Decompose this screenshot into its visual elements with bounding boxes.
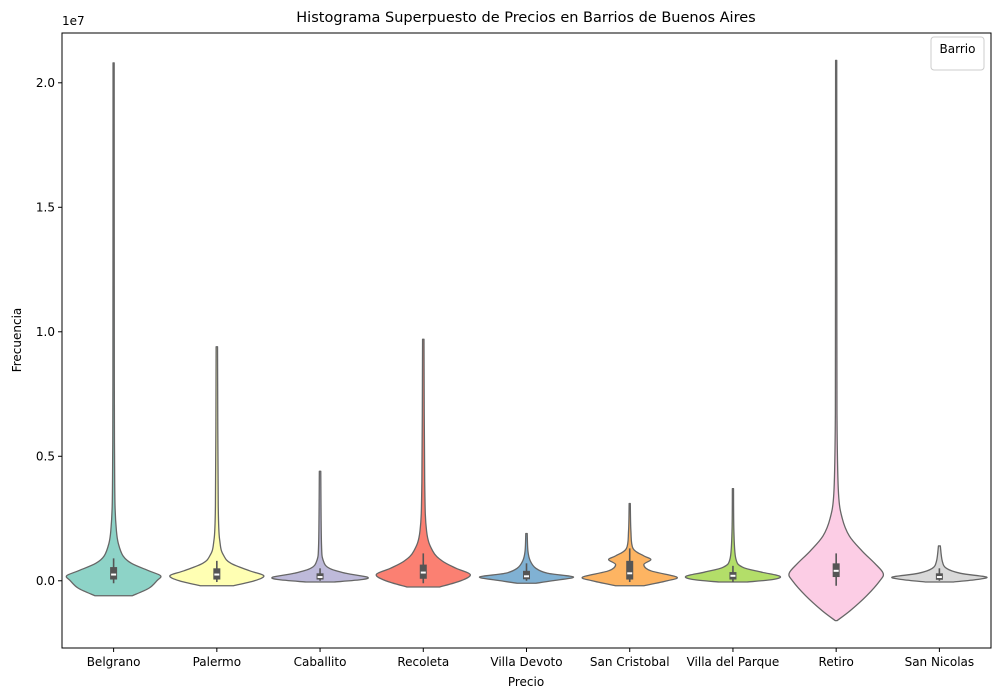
y-tick-label: 0.5 [36,449,55,463]
violin-retiro [788,59,885,622]
violin-box [626,560,634,580]
y-tick-label: 1.0 [36,325,55,339]
violin-box [523,570,530,580]
x-tick-label: Belgrano [87,655,141,669]
violin-box [110,567,118,580]
violin-caballito [271,470,369,583]
y-tick-label: 1.5 [36,200,55,214]
violin-recoleta [375,338,471,588]
x-axis-label: Precio [508,675,544,689]
chart-title: Histograma Superpuesto de Precios en Bar… [296,10,755,26]
x-tick-label: San Nicolas [905,655,975,669]
violin-belgrano [65,62,162,597]
x-tick-label: Caballito [294,655,347,669]
x-tick-label: San Cristobal [590,655,670,669]
x-tick-label: Retiro [819,655,854,669]
x-tick-label: Recoleta [397,655,449,669]
violin-palermo [169,346,265,587]
violin-san-nicolas [891,545,988,583]
legend: Barrio [930,36,985,71]
violin-san-cristobal [581,502,678,587]
legend-box [930,36,985,71]
y-axis-ticks: 0.0 0.5 1.0 1.5 2.0 [36,76,62,588]
x-tick-label: Palermo [193,655,242,669]
violin-villa-del-parque [684,487,782,583]
violins-layer [65,59,988,622]
legend-title: Barrio [940,42,976,56]
y-tick-label: 0.0 [36,574,55,588]
y-axis-scale-label: 1e7 [62,14,85,28]
y-tick-label: 2.0 [36,76,55,90]
x-axis-ticks: Belgrano Palermo Caballito Recoleta Villa De… [87,648,974,669]
x-tick-label: Villa del Parque [687,655,780,669]
y-axis-label: Frecuencia [10,308,24,373]
x-tick-label: Villa Devoto [490,655,562,669]
violin-villa-devoto [478,532,575,584]
